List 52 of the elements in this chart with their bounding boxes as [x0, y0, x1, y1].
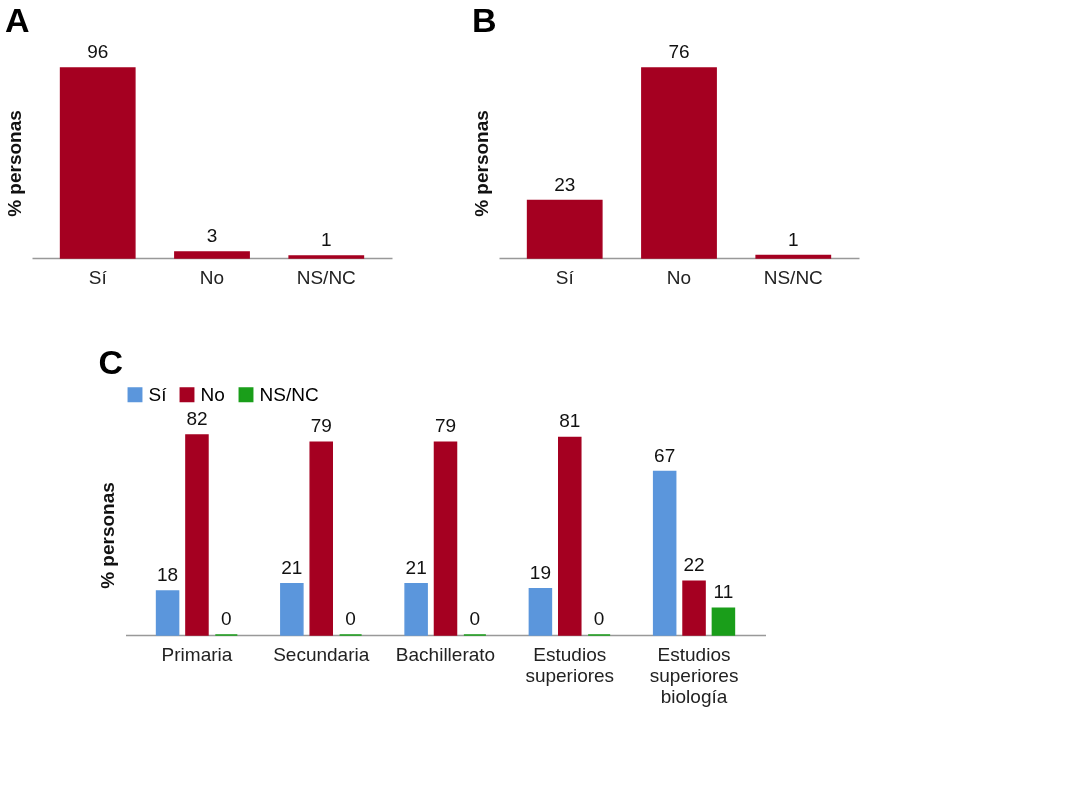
y-axis-title: % personas: [3, 110, 25, 217]
x-tick-label: Estudios superiores: [525, 643, 615, 686]
x-tick-label: Estudios superiores biología: [649, 643, 739, 707]
data-label: 1: [321, 229, 332, 251]
bar: [711, 607, 736, 636]
bar: [558, 436, 582, 636]
x-tick-label: Bachillerato: [395, 643, 496, 665]
data-label: 11: [713, 581, 734, 603]
x-tick-label: No: [666, 266, 692, 288]
data-label: 96: [87, 41, 109, 62]
data-label: 0: [221, 608, 232, 629]
x-tick-label: Sí: [555, 266, 575, 288]
legend-label: NS/NC: [259, 383, 319, 405]
bar: [528, 587, 553, 636]
data-label: 0: [469, 608, 481, 629]
data-label: 82: [186, 408, 208, 429]
legend-label: No: [200, 383, 225, 405]
data-label: 0: [593, 608, 605, 629]
chart-title: A: [5, 1, 30, 39]
bar: [682, 580, 706, 636]
bar: [185, 434, 209, 636]
bar: [652, 470, 677, 636]
x-tick-label: Secundaria: [273, 643, 370, 665]
data-label: 79: [434, 415, 457, 437]
x-tick-label: Sí: [88, 266, 108, 288]
data-label: 21: [281, 556, 303, 578]
x-tick-label: NS/NC: [763, 266, 823, 288]
data-label: 81: [559, 410, 581, 432]
legend-label: Sí: [148, 383, 168, 405]
x-tick-label: NS/NC: [296, 266, 356, 288]
x-tick-label: No: [199, 266, 225, 288]
bar: [404, 583, 428, 636]
data-label: 19: [529, 561, 551, 583]
y-axis-title: % personas: [470, 110, 492, 217]
data-label: 3: [206, 225, 218, 247]
data-label: 1: [788, 228, 799, 250]
data-label: 18: [157, 564, 179, 586]
bar: [309, 441, 333, 636]
bar: [280, 583, 304, 636]
chart-title: C: [98, 343, 124, 381]
x-tick-label: Primaria: [161, 643, 233, 665]
data-label: 21: [405, 556, 427, 578]
data-label: 22: [683, 554, 705, 576]
data-label: 23: [554, 173, 576, 195]
chart-title: B: [472, 1, 497, 39]
data-label: 79: [310, 415, 332, 437]
bar: [433, 441, 458, 636]
data-label: 76: [668, 41, 690, 62]
data-label: 0: [345, 608, 356, 629]
y-axis-title: % personas: [97, 482, 118, 589]
bar: [155, 590, 180, 636]
data-label: 67: [654, 444, 676, 466]
